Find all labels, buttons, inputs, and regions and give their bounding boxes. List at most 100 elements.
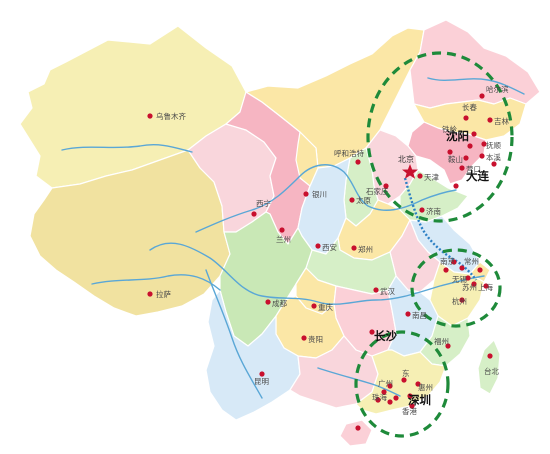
label-shanghai: 上海 bbox=[478, 282, 493, 292]
label-benxi: 本溪 bbox=[486, 152, 501, 162]
label-wulumuqi: 乌鲁木齐 bbox=[156, 111, 186, 121]
label-zhuhai: 珠海 bbox=[372, 392, 387, 402]
city-dot-huhehaote bbox=[355, 159, 361, 165]
label-tianjin: 天津 bbox=[424, 173, 439, 182]
city-dot-tianjin bbox=[417, 173, 423, 179]
label-xianggang: 香港 bbox=[402, 406, 417, 416]
city-dot-lasa bbox=[147, 291, 153, 297]
label-zhengzhou: 郑州 bbox=[358, 244, 373, 254]
label-changsha: 长沙 bbox=[374, 329, 397, 343]
city-dot-huizhou bbox=[415, 381, 421, 387]
city-dot-xian bbox=[315, 243, 321, 249]
city-dot-chongqing bbox=[311, 303, 317, 309]
city-dot-guiyang bbox=[301, 335, 307, 341]
city-dot-benxi bbox=[479, 153, 485, 159]
city-dot-guangzhou bbox=[387, 383, 393, 389]
label-huhehaote: 呼和浩特 bbox=[334, 148, 364, 158]
city-dot-changsha bbox=[369, 329, 375, 335]
label-hangzhou: 杭州 bbox=[452, 296, 467, 306]
label-xian: 西安 bbox=[322, 242, 337, 252]
label-fushun: 抚顺 bbox=[486, 140, 501, 150]
city-dot-nanchang bbox=[405, 311, 411, 317]
yellow-river bbox=[195, 164, 457, 233]
label-shenyang: 沈阳 bbox=[446, 129, 469, 143]
capital-marker bbox=[402, 164, 418, 179]
province-ningxia bbox=[295, 131, 319, 187]
label-jinan: 济南 bbox=[426, 206, 441, 216]
city-dot-dongguan bbox=[401, 377, 407, 383]
city-dot-jiangmen bbox=[375, 397, 381, 403]
label-nanjing: 南京 bbox=[440, 256, 455, 266]
label-taiyuan: 太原 bbox=[356, 195, 371, 205]
mekong-river bbox=[205, 269, 263, 399]
city-dot-fushun bbox=[481, 141, 487, 147]
label-beijing: 北京 bbox=[398, 154, 414, 164]
city-dot-xianggang bbox=[409, 403, 415, 409]
yangtze-river bbox=[149, 242, 485, 305]
label-dongguan: 东 bbox=[402, 368, 410, 378]
city-dot-foshan bbox=[381, 389, 387, 395]
city-dot-anshan bbox=[463, 155, 469, 161]
label-nanchang: 南昌 bbox=[412, 310, 427, 320]
city-dot-dalian bbox=[453, 183, 459, 189]
city-dot-zhengzhou bbox=[351, 245, 357, 251]
city-dot-xining bbox=[251, 211, 257, 217]
city-dot-shijiazhuang bbox=[383, 183, 389, 189]
label-yinchuan: 银川 bbox=[312, 190, 327, 199]
city-dot-haikou bbox=[355, 425, 361, 431]
province-fujian bbox=[419, 315, 471, 367]
label-lanzhou: 兰州 bbox=[276, 234, 291, 244]
tarim-river bbox=[61, 143, 193, 153]
label-xining: 西宁 bbox=[256, 198, 271, 208]
label-tieling: 铁岭 bbox=[442, 124, 457, 134]
label-lasa: 拉萨 bbox=[156, 289, 171, 299]
city-dot-jinan bbox=[419, 207, 425, 213]
label-changchun: 长春 bbox=[462, 102, 477, 112]
city-dot-taibei bbox=[487, 353, 493, 359]
label-anshan: 鞍山 bbox=[448, 154, 463, 164]
city-dot-layer bbox=[147, 93, 497, 431]
city-dot-jilin bbox=[487, 117, 493, 123]
province-hainan bbox=[339, 419, 373, 447]
label-shijiazhuang: 石家庄 bbox=[366, 186, 389, 196]
city-dot-taiyuan bbox=[349, 197, 355, 203]
city-dot-zhongshan bbox=[393, 395, 399, 401]
label-changzhou: 常州 bbox=[464, 257, 479, 266]
label-huizhou: 惠州 bbox=[418, 382, 433, 392]
northeast-cluster-circle bbox=[366, 51, 514, 223]
city-dot-fuzhou bbox=[445, 343, 451, 349]
label-wuxi: 无锡 bbox=[452, 275, 467, 284]
pearl-delta-cluster-circle bbox=[354, 330, 450, 438]
city-dot-chengdu bbox=[265, 299, 271, 305]
city-dot-dandong bbox=[491, 161, 497, 167]
label-chengdu: 成都 bbox=[272, 298, 287, 308]
city-dot-nanjing bbox=[443, 267, 449, 273]
city-dot-jinzhou bbox=[447, 149, 453, 155]
city-dot-lanzhou bbox=[279, 227, 285, 233]
city-dot-wulumuqi bbox=[147, 113, 153, 119]
city-dot-wuxi bbox=[465, 275, 471, 281]
city-dot-yinchuan bbox=[303, 191, 309, 197]
city-dot-kunming bbox=[259, 371, 265, 377]
city-dot-hangzhou bbox=[459, 297, 465, 303]
label-kunming: 昆明 bbox=[254, 377, 269, 386]
city-dot-yingkou bbox=[459, 165, 465, 171]
label-guangzhou: 广州 bbox=[378, 378, 393, 388]
label-layer: 乌鲁木齐 拉萨 西宁 兰州 银川 呼和浩特 太原 石家庄 天津 济南 西安 郑州… bbox=[156, 84, 509, 416]
songhua-river bbox=[427, 77, 525, 95]
label-fuzhou: 福州 bbox=[434, 337, 449, 346]
city-dot-zhenjiang bbox=[451, 259, 457, 265]
city-dot-tieling bbox=[471, 131, 477, 137]
label-jilin: 吉林 bbox=[494, 116, 509, 126]
label-chongqing: 重庆 bbox=[318, 302, 333, 312]
city-dot-shenzhen bbox=[407, 393, 413, 399]
label-guiyang: 贵阳 bbox=[308, 334, 323, 344]
city-dot-shenyang bbox=[467, 143, 473, 149]
city-dot-suzhou bbox=[471, 281, 477, 287]
city-dot-wuhan bbox=[373, 287, 379, 293]
brahmaputra-river bbox=[91, 274, 221, 291]
river-layer bbox=[61, 77, 525, 399]
pearl-river bbox=[317, 367, 401, 397]
city-dot-zhuhai bbox=[387, 399, 393, 405]
